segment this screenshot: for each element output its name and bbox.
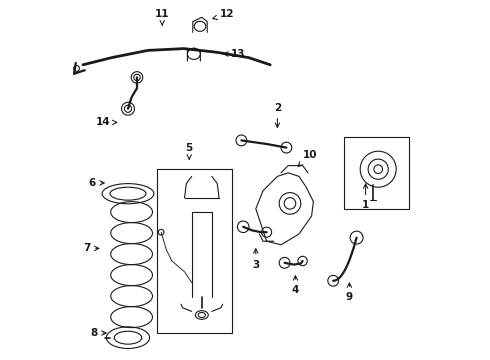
Bar [344, 137, 409, 209]
Text: 2: 2 [274, 103, 281, 127]
Text: 10: 10 [298, 150, 317, 166]
Text: 3: 3 [252, 249, 259, 270]
Ellipse shape [131, 72, 143, 83]
Text: 12: 12 [213, 9, 234, 19]
Text: 11: 11 [155, 9, 170, 25]
Text: 13: 13 [224, 49, 245, 59]
Text: 6: 6 [88, 178, 104, 188]
Text: 9: 9 [346, 283, 353, 302]
Text: 14: 14 [96, 117, 117, 127]
Text: 1: 1 [362, 184, 369, 210]
Ellipse shape [122, 102, 134, 115]
Text: 5: 5 [186, 143, 193, 159]
Bar [157, 169, 232, 333]
Text: 4: 4 [292, 276, 299, 295]
Text: 7: 7 [83, 243, 99, 253]
Text: 8: 8 [90, 328, 106, 338]
